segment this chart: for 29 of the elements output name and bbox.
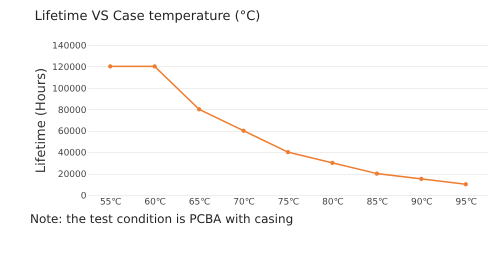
chart-title: Lifetime VS Case temperature (°C) <box>34 9 260 24</box>
y-tick-label: 40000 <box>58 148 87 159</box>
y-axis-title: Lifetime (Hours) <box>34 68 50 174</box>
y-tick-label: 20000 <box>58 170 87 180</box>
x-tick-label: 60℃ <box>144 198 166 208</box>
point <box>330 160 335 165</box>
y-tick-label: 100000 <box>52 84 87 94</box>
y-tick-label: 140000 <box>52 42 87 52</box>
y-tick-label: 80000 <box>58 106 87 116</box>
x-tick-label: 55℃ <box>100 198 122 208</box>
x-tick-label: 70℃ <box>233 198 255 208</box>
text: Note: the test condition is PCBA with casing <box>30 212 294 226</box>
point <box>241 128 246 133</box>
y-tick-label: 120000 <box>52 62 87 73</box>
point <box>286 150 290 154</box>
point <box>374 171 380 176</box>
y-tick-label: 60000 <box>58 127 87 138</box>
point <box>152 64 157 69</box>
x-tick-label: 90℃ <box>411 198 433 208</box>
x-tick-label: 85℃ <box>366 198 388 208</box>
y-tick-label: 0 <box>80 192 87 202</box>
point <box>419 176 424 182</box>
point <box>464 182 468 186</box>
x-tick-label: 75℃ <box>278 198 300 208</box>
x-tick-label: 80℃ <box>322 198 344 208</box>
x-tick-label: 95℃ <box>455 198 478 208</box>
point <box>196 107 202 112</box>
x-tick-label: 65℃ <box>188 198 210 208</box>
point <box>108 64 112 69</box>
